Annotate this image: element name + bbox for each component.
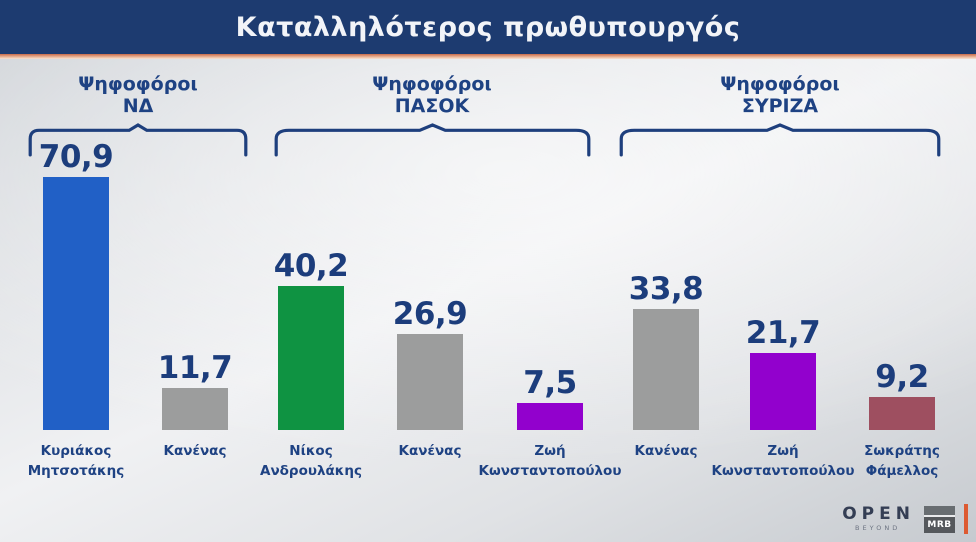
bar [869,397,935,430]
group-header-line: ΝΔ [122,95,154,118]
bar-label: Ζωή Κωνσταντοπούλου [470,442,630,481]
bar-value: 40,2 [273,248,349,284]
bar-column: 11,7 [120,353,270,430]
group-header: Ψηφοφόροι ΣΥΡΙΖΑ [720,73,840,118]
group-header-line: Ψηφοφόροι [78,73,198,95]
bar [278,286,344,430]
group-bracket-path [621,125,939,155]
bar [633,309,699,430]
bar-label-line: Μητσοτάκης [27,462,125,479]
footer-branding: OPEN BEYOND MRB [837,504,968,534]
bar-value: 11,7 [157,350,233,386]
bar-label-line: Κωνσταντοπούλου [478,462,622,479]
bar-label: Ζωή Κωνσταντοπούλου [703,442,863,481]
bar-label-line: Κωνσταντοπούλου [711,462,855,479]
bar-column: 21,7 [708,318,858,430]
bar-label-line: Κανένας [398,443,462,459]
group-header: Ψηφοφόροι ΠΑΣΟΚ [372,73,492,118]
bar-value: 9,2 [875,359,929,395]
bar-value: 7,5 [523,365,577,401]
page-title: Καταλληλότερος πρωθυπουργός [235,11,741,43]
bar-column: 40,2 [236,251,386,430]
orange-tick-mark [964,504,968,534]
bar-label-line: Ζωή [534,443,566,459]
mrb-logo: MRB [924,505,955,533]
bar-label-line: Ανδρουλάκης [260,462,362,479]
bar-label: Κυριάκος Μητσοτάκης [0,442,156,481]
bar-value: 33,8 [628,271,704,307]
group-bracket [618,125,942,157]
bar-value: 70,9 [38,139,114,175]
chart-area: Ψηφοφόροι ΝΔ 70,9 Κυριάκος Μητσοτάκης 11,7 Καν… [0,59,976,542]
bar-label: Κανένας [350,442,510,462]
bar [162,388,228,430]
bar-label: Κανένας [115,442,275,462]
group-header: Ψηφοφόροι ΝΔ [78,73,198,118]
group-bracket [273,125,592,157]
bar-value: 26,9 [392,296,468,332]
bar [397,334,463,430]
group-bracket [28,125,248,157]
group-bracket-path [30,125,246,155]
bar-label: Νίκος Ανδρουλάκης [231,442,391,481]
group-bracket-path [276,125,589,155]
bar-label-line: Νίκος [289,443,333,459]
bar-column: 26,9 [355,299,505,430]
open-tv-logo: OPEN BEYOND [837,506,915,532]
open-logo-subtext: BEYOND [855,524,901,533]
bar-label: Σωκράτης Φάμελλος [822,442,976,481]
bar-column: 9,2 [827,362,976,430]
bar-column: 33,8 [591,274,741,430]
bar-label-line: Κανένας [634,443,698,459]
mrb-logo-text: MRB [924,516,955,533]
bar-column: 7,5 [475,368,625,430]
bar-label-line: Ζωή [767,443,799,459]
bar-value: 21,7 [745,315,821,351]
group-header-line: ΣΥΡΙΖΑ [741,95,819,118]
group-header-line: ΠΑΣΟΚ [394,95,470,118]
bar-label: Κανένας [586,442,746,462]
group-header-line: Ψηφοφόροι [372,73,492,95]
mrb-logo-gap [924,514,955,517]
bar-label-line: Φάμελλος [865,462,939,479]
banner-accent-line [0,54,976,59]
bar-label-line: Κανένας [163,443,227,459]
group-header-line: Ψηφοφόροι [720,73,840,95]
mrb-logo-bar [924,505,955,515]
bar [750,353,816,430]
bar [43,177,109,430]
title-banner: Καταλληλότερος πρωθυπουργός [0,0,976,54]
bar-label-line: Κυριάκος [40,443,112,459]
bar-label-line: Σωκράτης [864,443,940,459]
bar [517,403,583,430]
bar-column: 70,9 [1,142,151,430]
open-logo-text: OPEN [842,504,915,525]
